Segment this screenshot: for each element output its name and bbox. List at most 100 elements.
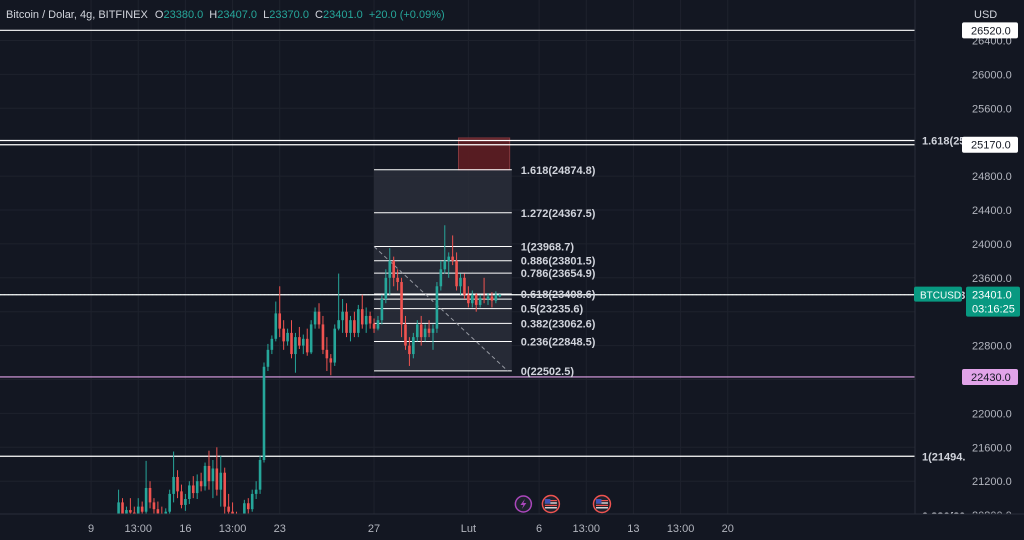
candle-down[interactable] (408, 337, 411, 366)
candle-up[interactable] (478, 294, 482, 308)
candle-up[interactable] (364, 307, 368, 333)
candle-up[interactable] (266, 343, 270, 372)
candle-up[interactable] (258, 455, 262, 494)
candle-up[interactable] (412, 332, 415, 359)
price-axis[interactable] (915, 0, 1024, 540)
candle-down[interactable] (199, 472, 203, 492)
time-axis[interactable] (0, 514, 1024, 540)
candle-up[interactable] (188, 481, 191, 505)
candle-up[interactable] (203, 462, 207, 491)
candle-down[interactable] (392, 256, 395, 287)
candle-down[interactable] (207, 450, 211, 490)
candle-up[interactable] (274, 301, 278, 342)
candle-down[interactable] (329, 354, 333, 376)
candle-up[interactable] (270, 335, 274, 355)
candle-up[interactable] (376, 315, 380, 331)
candle-down[interactable] (305, 328, 309, 356)
candle-down[interactable] (325, 337, 329, 372)
close-label: C (315, 9, 323, 21)
candle-down[interactable] (396, 269, 399, 291)
candle-up[interactable] (357, 304, 360, 338)
candle-up[interactable] (333, 324, 337, 366)
candle-down[interactable] (223, 467, 226, 516)
candle-down[interactable] (246, 498, 250, 514)
candle-up[interactable] (302, 334, 305, 355)
candle-down[interactable] (345, 303, 348, 338)
candle-down[interactable] (372, 318, 376, 333)
candle-up[interactable] (388, 248, 392, 295)
candle-down[interactable] (298, 326, 301, 349)
candle-down[interactable] (129, 498, 132, 516)
candle-down[interactable] (360, 294, 364, 329)
candle-up[interactable] (435, 282, 439, 333)
candle-up[interactable] (341, 298, 344, 333)
candle-up[interactable] (262, 362, 266, 463)
candle-down[interactable] (368, 311, 372, 329)
candle-up[interactable] (431, 324, 435, 350)
candle-up[interactable] (439, 260, 443, 291)
candle-up[interactable] (494, 291, 498, 304)
candle-down[interactable] (317, 303, 321, 329)
candle-up[interactable] (423, 324, 427, 342)
x-tick-label: 6 (536, 523, 542, 535)
us-flag-icon[interactable] (592, 494, 612, 514)
candle-down[interactable] (427, 320, 431, 338)
candle-up[interactable] (219, 455, 223, 507)
candle-up[interactable] (337, 273, 340, 331)
candle-down[interactable] (180, 484, 183, 509)
lightning-icon[interactable] (514, 495, 533, 513)
candle-up[interactable] (313, 307, 317, 329)
candle-down[interactable] (451, 235, 454, 266)
candle-down[interactable] (419, 315, 423, 346)
candle-down[interactable] (176, 470, 179, 499)
candle-up[interactable] (168, 489, 171, 516)
ticker-symbol-tag[interactable] (914, 286, 962, 302)
symbol-title[interactable]: Bitcoin / Dolar, 4g, BITFINEX (6, 9, 148, 21)
candle-down[interactable] (490, 292, 494, 308)
candle-up[interactable] (380, 294, 384, 325)
candle-up[interactable] (184, 493, 187, 511)
y-tick-label: 23600.0 (972, 273, 1012, 285)
candle-down[interactable] (455, 252, 458, 291)
candle-down[interactable] (321, 315, 325, 355)
candle-down[interactable] (463, 273, 466, 299)
candle-down[interactable] (278, 286, 282, 338)
candle-down[interactable] (191, 476, 195, 499)
candle-up[interactable] (144, 460, 148, 516)
candle-up[interactable] (486, 293, 490, 305)
candle-down[interactable] (467, 286, 470, 308)
fib-zone[interactable] (374, 169, 512, 371)
candle-down[interactable] (400, 277, 403, 338)
supply-zone-box[interactable] (458, 137, 511, 171)
candle-up[interactable] (459, 273, 462, 295)
candle-down[interactable] (215, 447, 219, 496)
candle-up[interactable] (172, 451, 175, 503)
candle-up[interactable] (349, 315, 352, 342)
candle-up[interactable] (309, 320, 313, 355)
candle-up[interactable] (384, 269, 388, 304)
candle-up[interactable] (254, 481, 258, 499)
candle-up[interactable] (250, 489, 254, 512)
candle-down[interactable] (282, 320, 285, 350)
candle-down[interactable] (290, 320, 293, 359)
candle-down[interactable] (404, 315, 407, 350)
candle-up[interactable] (294, 332, 297, 373)
trend-line-dashed[interactable] (373, 246, 509, 372)
us-flag-icon[interactable] (541, 494, 561, 514)
candle-up[interactable] (498, 294, 502, 298)
fib-retracement[interactable]: 1.618(24874.8) 1.272(24367.5) 1(23968.7) 0.… (374, 165, 596, 378)
candle-up[interactable] (447, 252, 451, 278)
candle-up[interactable] (211, 460, 215, 499)
candle-down[interactable] (152, 498, 156, 516)
candle-up[interactable] (470, 290, 474, 308)
candle-down[interactable] (482, 277, 486, 304)
candle-up[interactable] (195, 474, 199, 499)
candle-down[interactable] (353, 311, 356, 338)
candle-up[interactable] (415, 320, 419, 342)
candle-down[interactable] (148, 481, 152, 509)
currency-label[interactable]: USD (974, 9, 998, 21)
candle-up[interactable] (286, 328, 289, 346)
candle-down[interactable] (474, 293, 478, 312)
candle-up[interactable] (443, 225, 447, 274)
